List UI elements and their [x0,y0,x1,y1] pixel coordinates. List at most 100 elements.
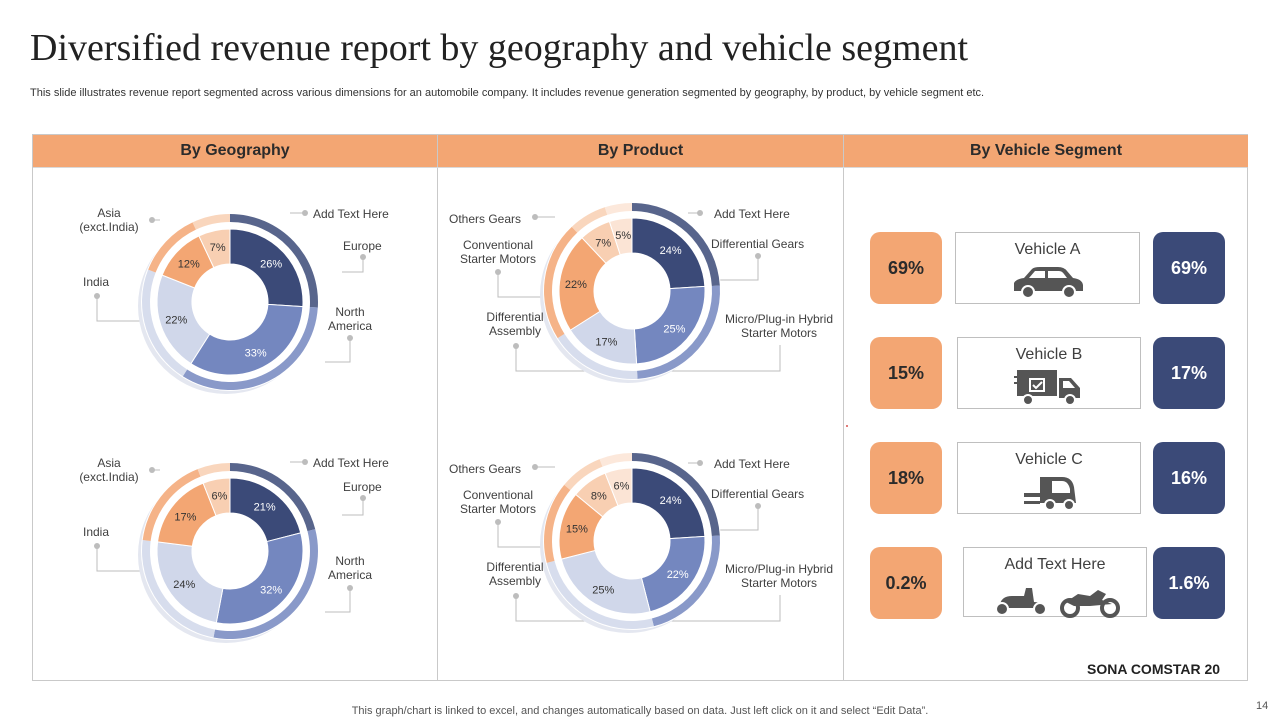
slice [604,467,633,507]
ring-segment [142,469,201,541]
label-conventional-starter-motors: Conventional Starter Motors [459,238,537,266]
slice-value-label: 25% [592,585,614,597]
label-north-america: North America [327,305,372,333]
label-others-gears: Others Gears [449,462,522,476]
slice-value-label: 7% [210,242,226,254]
label-europe: Europe [343,239,382,253]
ring-segment [651,535,720,627]
slice-value-label: 26% [260,258,282,270]
slice [633,285,706,365]
slice-value-label: 25% [663,323,685,335]
label-asia-exct-india: Asia (exct.India) [79,456,139,484]
slice-value-label: 32% [260,585,282,597]
ring-gap [553,212,711,370]
ring-segment [182,307,318,391]
vehicle-d-name: Add Text Here [1004,556,1106,573]
ring-segment [544,484,571,563]
page-number: 14 [1256,700,1269,712]
ring-segment [197,463,230,477]
slice [560,549,651,615]
label-europe: Europe [343,480,382,494]
donut-geography-top: 26% 33% 22% 12% 7% [138,213,319,394]
label-differential-assembly: Differential Assembly [486,560,544,588]
slice-value-label: 12% [178,258,200,270]
slice [190,303,304,376]
slice-value-label: 24% [173,579,195,591]
two-wheeler-icon [995,588,1120,618]
vehicle-b-card: Vehicle B [957,337,1141,409]
header-by-product: By Product [438,135,843,167]
page-title: Diversified revenue report by geography … [30,27,969,69]
donut-product-top: 24% 25% 17% 22% 7% 5% [540,202,721,383]
vehicle-a-right-value: 69% [1153,232,1225,304]
slice-value-label: 24% [660,245,682,257]
slice-value-label: 6% [211,491,227,503]
label-conventional-starter-motors: Conventional Starter Motors [459,488,537,516]
slice-value-label: 7% [595,237,611,249]
brand-label: SONA COMSTAR 20 [1087,661,1221,677]
slice-value-label: 24% [660,495,682,507]
ring-segment [192,214,230,230]
label-add-text-here: Add Text Here [714,207,790,221]
ring-segment [604,203,632,215]
slice-value-label: 21% [254,501,276,513]
ring-segment [632,453,720,536]
ring-segment [546,560,654,629]
donut-geography-bottom: 21% 32% 24% 17% 6% [138,462,319,643]
vehicle-c-name: Vehicle C [1015,451,1083,468]
label-hybrid-starter-motors: Micro/Plug-in Hybrid Starter Motors [724,562,834,590]
label-differential-assembly: Differential Assembly [486,310,544,338]
slice-value-label: 8% [591,490,607,502]
vehicle-c-card: Vehicle C [957,442,1141,514]
page-subtitle: This slide illustrates revenue report se… [30,87,985,99]
vehicle-a-card: Vehicle A [955,232,1140,304]
slice-value-label: 5% [615,230,631,242]
header-divider [33,167,1247,168]
slice-value-label: 33% [245,347,267,359]
label-differential-gears: Differential Gears [711,237,805,251]
label-add-text-here: Add Text Here [313,456,389,470]
label-hybrid-starter-motors: Micro/Plug-in Hybrid Starter Motors [724,312,834,340]
label-differential-gears: Differential Gears [711,487,805,501]
vehicle-c-right-value: 16% [1153,442,1225,514]
header-by-geography: By Geography [33,135,437,167]
ring-segment [142,539,216,638]
label-others-gears: Others Gears [449,212,522,226]
footer-note: This graph/chart is linked to excel, and… [351,705,929,717]
label-north-america: North America [327,554,372,582]
delivery-truck-icon [1014,370,1080,406]
slice-value-label: 22% [165,314,187,326]
donut-product-bottom: 24% 22% 25% 15% 8% 6% [540,452,721,633]
ring-segment [557,333,638,379]
vehicle-d-right-value: 1.6% [1153,547,1225,619]
ring-segment [599,453,632,467]
vehicle-b-right-value: 17% [1153,337,1225,409]
label-add-text-here: Add Text Here [313,207,389,221]
ring-gap [151,472,309,630]
slice-value-label: 15% [566,524,588,536]
vehicle-b-name: Vehicle B [1015,346,1083,363]
content-panel [32,134,1248,681]
column-divider [437,135,438,680]
slice-value-label: 22% [667,569,689,581]
slice-value-label: 17% [174,511,196,523]
label-india: India [83,525,110,539]
vehicle-a-left-value: 69% [870,232,942,304]
vehicle-b-left-value: 15% [870,337,942,409]
label-add-text-here: Add Text Here [714,457,790,471]
ring-segment [148,222,196,273]
slice [202,477,231,517]
ring-segment [230,463,316,532]
label-india: India [83,275,110,289]
ring-segment [213,529,318,639]
ring-segment [571,207,608,233]
header-by-vehicle-segment: By Vehicle Segment [844,135,1248,167]
forklift-icon [1024,477,1076,511]
slice-value-label: 6% [613,481,629,493]
vehicle-d-card: Add Text Here [963,547,1147,618]
label-asia-exct-india: Asia (exct.India) [79,206,139,234]
slice-value-label: 17% [595,336,617,348]
ring-segment [230,214,318,308]
slice [608,217,633,256]
slice-value-label: 22% [565,279,587,291]
